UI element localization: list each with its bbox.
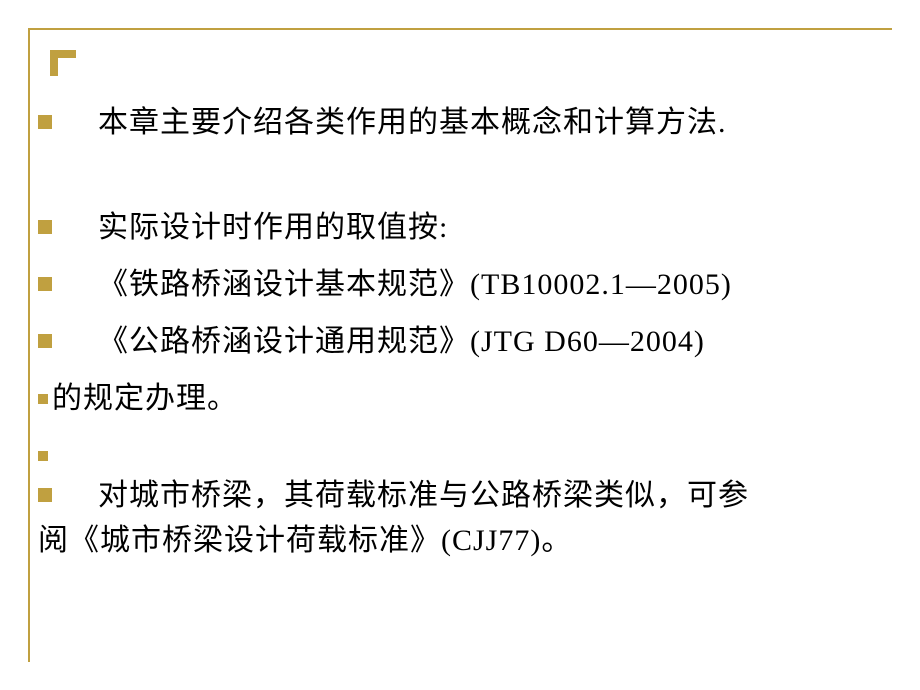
- bullet-line: 实际设计时作用的取值按:: [28, 205, 892, 250]
- slide-content: 本章主要介绍各类作用的基本概念和计算方法. 实际设计时作用的取值按: 《铁路桥涵…: [28, 100, 892, 563]
- body-text: 对城市桥梁，其荷载标准与公路桥梁类似，可参: [68, 473, 892, 518]
- square-bullet-icon: [38, 220, 52, 234]
- bullet-line: 本章主要介绍各类作用的基本概念和计算方法.: [28, 100, 892, 145]
- body-text-continuation: 阅《城市桥梁设计荷载标准》(CJJ77)。: [38, 518, 892, 563]
- bullet-line: 对城市桥梁，其荷载标准与公路桥梁类似，可参: [28, 473, 892, 518]
- slide-corner-accent: [50, 50, 76, 76]
- body-text: 的规定办理。: [52, 376, 892, 421]
- square-bullet-icon: [38, 115, 52, 129]
- body-text: 《铁路桥涵设计基本规范》(TB10002.1—2005): [68, 262, 892, 307]
- body-text: 本章主要介绍各类作用的基本概念和计算方法.: [68, 100, 892, 145]
- bullet-line: [28, 433, 892, 461]
- body-text: 实际设计时作用的取值按:: [68, 205, 892, 250]
- body-text: 《公路桥涵设计通用规范》(JTG D60—2004): [68, 319, 892, 364]
- bullet-line: 《铁路桥涵设计基本规范》(TB10002.1—2005): [28, 262, 892, 307]
- square-bullet-icon: [38, 488, 52, 502]
- bullet-line: 的规定办理。: [28, 376, 892, 421]
- bullet-line: 《公路桥涵设计通用规范》(JTG D60—2004): [28, 319, 892, 364]
- square-bullet-icon: [38, 334, 52, 348]
- spacer: [28, 165, 892, 205]
- square-bullet-icon: [38, 277, 52, 291]
- square-bullet-icon: [38, 394, 48, 404]
- square-bullet-icon: [38, 451, 48, 461]
